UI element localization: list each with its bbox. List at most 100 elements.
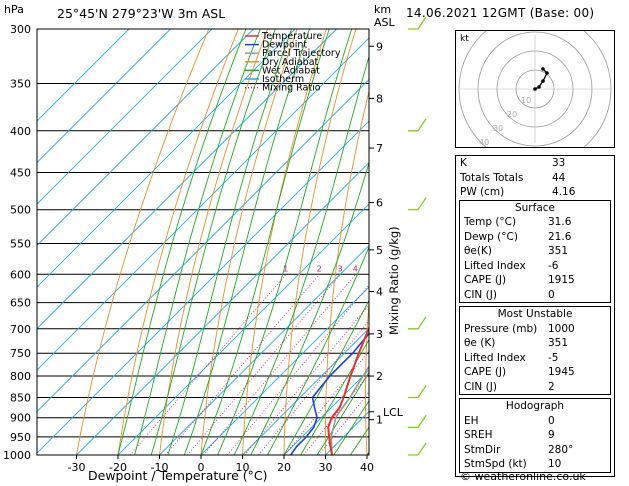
table-row: StmSpd (kt) 10: [460, 457, 610, 472]
wind-barb: [408, 197, 427, 211]
hodograph-point: [533, 87, 537, 91]
table-row: Pressure (mb) 1000: [460, 322, 610, 337]
hodograph-stats-panel: Hodograph EH 0 SREH 9 StmDir 280° StmSpd (kt) 1…: [459, 398, 611, 473]
row-label: Temp (°C): [464, 216, 517, 228]
row-value: 44: [552, 171, 566, 184]
table-row: StmDir 280°: [460, 443, 610, 458]
table-row: Totals Totals 44: [456, 171, 614, 186]
table-row: Temp (°C) 31.6: [460, 215, 610, 230]
temperature-tick-label: 10: [236, 461, 250, 474]
pressure-tick-label: 350: [10, 78, 31, 91]
row-value: 351: [548, 337, 569, 349]
dry-adiabat-line: [76, 29, 210, 455]
table-row: CIN (J) 0: [460, 288, 610, 303]
row-label: CAPE (J): [464, 366, 507, 378]
pressure-tick-label: 1000: [3, 449, 31, 462]
dry-adiabat-line: [324, 89, 369, 455]
wet-adiabat-line: [267, 245, 369, 455]
row-label: CIN (J): [464, 380, 497, 393]
pressure-tick-label: 900: [10, 412, 31, 425]
dry-adiabat-line: [405, 29, 445, 455]
hodograph-stats-title: Hodograph: [505, 400, 565, 412]
row-label: Totals Totals: [460, 171, 524, 184]
pressure-tick-label: 450: [10, 166, 31, 179]
row-label: θe (K): [464, 337, 496, 349]
isotherm-line: [200, 286, 369, 455]
table-row: SREH 9: [460, 428, 610, 443]
dry-adiabat-line: [615, 29, 629, 455]
wet-adiabat-line: [333, 400, 369, 455]
mixing-ratio-label: 10: [405, 264, 415, 273]
wind-barb: [408, 316, 427, 330]
temperature-tick-label: 40: [360, 461, 374, 474]
row-value: 4.16: [552, 186, 576, 198]
footer-credit: © weatheronline.co.uk: [460, 470, 586, 483]
row-label: Lifted Index: [464, 259, 526, 272]
wind-barbs: [408, 16, 427, 456]
hodograph-ring-label: 10: [521, 96, 531, 105]
table-row: EH 0: [460, 414, 610, 429]
km-tick-label: 8: [376, 92, 383, 105]
wet-adiabat-line: [233, 54, 369, 455]
hodograph-unit: kt: [460, 34, 469, 44]
row-value: 351: [548, 245, 569, 257]
isotherm-line: [37, 120, 369, 454]
hodograph-point: [545, 71, 549, 75]
km-tick-label: 6: [376, 197, 383, 210]
dry-adiabat-line: [117, 29, 239, 455]
table-row: PW (cm) 4.16: [456, 185, 614, 200]
lcl-label: LCL: [383, 406, 404, 419]
table-row: Dewp (°C) 21.6: [460, 230, 610, 245]
table-row: CAPE (J) 1915: [460, 273, 610, 288]
pressure-tick-label: 750: [10, 347, 31, 360]
pressure-tick-label: 700: [10, 323, 31, 336]
legend-label: Wet Adiabat: [262, 65, 320, 76]
temperature-tick-label: 20: [277, 461, 291, 474]
asl-unit-label: ASL: [374, 16, 396, 29]
km-tick-label: 5: [376, 244, 383, 257]
pressure-tick-label: 500: [10, 204, 31, 217]
pressure-tick-label: 400: [10, 125, 31, 138]
isotherm-line: [37, 29, 130, 122]
km-unit-label: km: [374, 3, 391, 16]
pressure-tick-label: 650: [10, 297, 31, 310]
isotherm-line: [37, 29, 171, 164]
row-value: 280°: [548, 443, 574, 456]
series-parcel-trajectory: [330, 365, 369, 455]
wet-adiabat-line: [167, 29, 293, 455]
mixing-ratio-label: 4: [353, 264, 358, 273]
row-label: PW (cm): [460, 186, 505, 198]
wind-barb: [408, 16, 427, 30]
isotherm-line: [159, 244, 369, 455]
row-value: 33: [552, 157, 566, 169]
wet-adiabat-line: [117, 29, 247, 455]
row-value: 21.6: [548, 230, 572, 243]
wet-adiabat-line: [300, 338, 369, 455]
mixing-ratio-label: 15: [429, 264, 439, 273]
row-value: 0: [548, 288, 555, 301]
hodograph-plot: kt 10 20 30 40: [458, 12, 612, 166]
location-title: 25°45'N 279°23'W 3m ASL: [57, 6, 225, 21]
hodograph-point: [541, 67, 545, 71]
row-value: 31.6: [548, 216, 572, 228]
row-label: θe(K): [464, 245, 492, 257]
wet-adiabat-line: [250, 161, 369, 455]
hodograph-ring-label: 20: [507, 110, 517, 119]
row-label: Lifted Index: [464, 351, 526, 364]
wet-adiabat-line: [183, 29, 310, 455]
row-label: Pressure (mb): [464, 322, 538, 335]
hodograph-ring-label: 30: [493, 124, 503, 133]
pressure-tick-label: 550: [10, 237, 31, 250]
table-row: θe(K) 351: [460, 244, 610, 259]
temperature-tick-label: 0: [198, 461, 205, 474]
pressure-tick-label: 850: [10, 391, 31, 404]
row-label: CIN (J): [464, 288, 497, 301]
km-tick-label: 4: [376, 286, 383, 299]
hodograph-point: [537, 85, 541, 89]
legend-label: Dry Adiabat: [262, 57, 319, 68]
mixing-ratio-line: [226, 284, 369, 455]
km-tick-label: 1: [376, 414, 383, 427]
km-tick-label: 3: [376, 328, 383, 341]
wind-barb: [408, 415, 427, 429]
